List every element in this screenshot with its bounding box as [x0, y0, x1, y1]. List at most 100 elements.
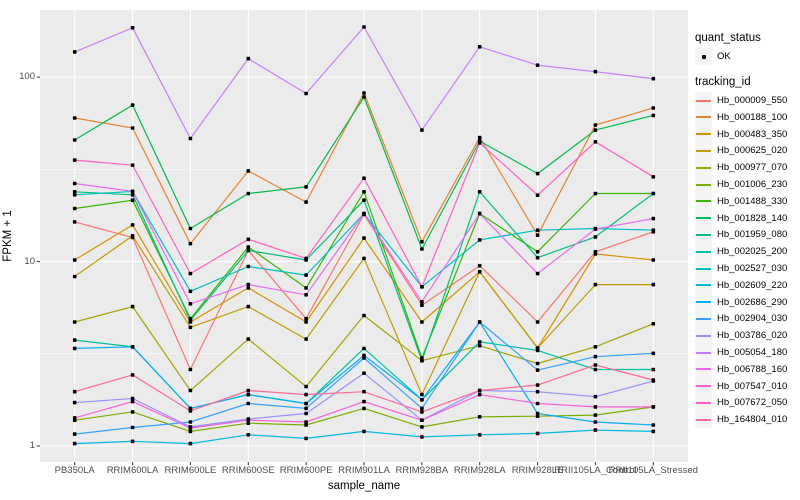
data-point-marker [304, 420, 308, 424]
legend-color-key [695, 411, 712, 429]
legend-item-ok: OK [695, 48, 731, 65]
data-point-marker [535, 361, 540, 366]
data-point-marker [246, 433, 251, 437]
data-point-marker [130, 189, 135, 194]
x-tick-label: PB350LA [54, 465, 95, 476]
data-point-marker [362, 256, 366, 261]
y-axis-title: FPKM + 1 [2, 210, 14, 262]
data-point-marker [651, 228, 656, 232]
legend: quant_status OK tracking_id Hb_000009_55… [694, 0, 800, 500]
data-point-marker [477, 135, 482, 140]
data-point-marker [304, 286, 308, 290]
color-line-icon [696, 301, 711, 304]
color-line-icon [696, 351, 711, 354]
x-tick-label: RRIM600PE [279, 465, 333, 476]
data-point-marker [304, 293, 308, 297]
data-point-marker [188, 325, 193, 330]
data-point-marker [535, 228, 540, 232]
legend-item-label: Hb_006788_160 [717, 363, 788, 375]
data-point-marker [362, 176, 366, 180]
data-point-marker [304, 320, 308, 324]
quant-status-ok-key [695, 48, 712, 65]
data-point-marker [477, 141, 482, 145]
data-point-marker [593, 227, 598, 231]
data-point-marker [420, 303, 424, 307]
data-point-marker [72, 338, 77, 342]
data-point-marker [130, 26, 135, 30]
data-point-marker [651, 191, 656, 196]
legend-item-Hb_002904_030: Hb_002904_030 [695, 310, 788, 328]
data-point-marker [72, 138, 77, 142]
legend-item-Hb_005054_180: Hb_005054_180 [695, 344, 787, 361]
data-point-marker [188, 409, 193, 413]
legend-item-Hb_000483_350: Hb_000483_350 [695, 125, 787, 143]
data-point-marker [535, 63, 540, 67]
data-point-marker [130, 163, 135, 167]
data-point-marker [593, 420, 598, 424]
data-point-marker [304, 185, 308, 189]
data-point-marker [188, 441, 193, 446]
data-point-marker [304, 392, 308, 397]
legend-color-key [695, 276, 712, 294]
black-dot-icon [701, 54, 706, 59]
legend-color-key [695, 159, 712, 177]
data-point-marker [420, 320, 424, 324]
data-point-marker [72, 193, 77, 197]
data-point-marker [130, 425, 135, 430]
data-point-marker [420, 398, 424, 402]
data-point-marker [130, 193, 135, 197]
color-line-icon [696, 99, 711, 102]
legend-item-label: Hb_001488_330 [717, 195, 788, 207]
data-point-marker [72, 400, 77, 405]
data-point-marker [362, 95, 366, 99]
data-point-marker [304, 406, 308, 411]
data-point-marker [477, 343, 482, 348]
data-point-marker [593, 140, 598, 144]
legend-color-key [695, 108, 712, 126]
legend-color-key [695, 344, 712, 361]
legend-item-label: Hb_002686_290 [717, 296, 788, 308]
data-point-marker [188, 271, 193, 276]
x-tick-label: RRIM600SE [221, 465, 275, 476]
data-point-marker [246, 418, 251, 422]
data-point-marker [420, 285, 424, 289]
data-point-marker [246, 169, 251, 173]
x-tick-label: RRIM901LA [338, 465, 390, 476]
legend-item-Hb_002686_290: Hb_002686_290 [695, 293, 788, 311]
data-point-marker [420, 358, 424, 363]
legend-color-key [695, 310, 712, 328]
color-line-icon [696, 133, 711, 136]
legend-item-label: OK [717, 51, 731, 62]
legend-title-quant-status: quant_status [695, 32, 761, 44]
legend-item-label: Hb_002904_030 [717, 313, 788, 325]
data-point-marker [362, 399, 366, 404]
color-line-icon [696, 217, 711, 220]
legend-color-key [695, 192, 712, 210]
data-point-marker [593, 69, 598, 74]
legend-color-key [695, 360, 712, 378]
data-point-marker [651, 367, 656, 372]
data-point-marker [72, 274, 77, 279]
data-point-marker [130, 345, 135, 349]
legend-color-key [695, 327, 712, 345]
data-point-marker [593, 282, 598, 287]
data-point-marker [593, 413, 598, 417]
data-point-marker [130, 126, 135, 130]
data-point-marker [72, 181, 77, 186]
data-point-marker [362, 346, 366, 351]
legend-title-tracking-id: tracking_id [695, 76, 751, 88]
legend-item-Hb_000977_070: Hb_000977_070 [695, 159, 787, 177]
data-point-marker [651, 322, 656, 326]
data-point-marker [72, 346, 77, 351]
data-point-marker [651, 113, 656, 118]
data-point-marker [246, 56, 251, 61]
data-point-marker [188, 241, 193, 246]
data-point-marker [477, 320, 482, 324]
data-point-marker [304, 273, 308, 277]
legend-item-Hb_001959_080: Hb_001959_080 [695, 226, 787, 244]
data-point-marker [651, 351, 656, 356]
legend-color-key [695, 260, 712, 277]
data-point-marker [593, 394, 598, 399]
color-line-icon [696, 385, 711, 388]
legend-item-label: Hb_007547_010 [717, 380, 788, 392]
